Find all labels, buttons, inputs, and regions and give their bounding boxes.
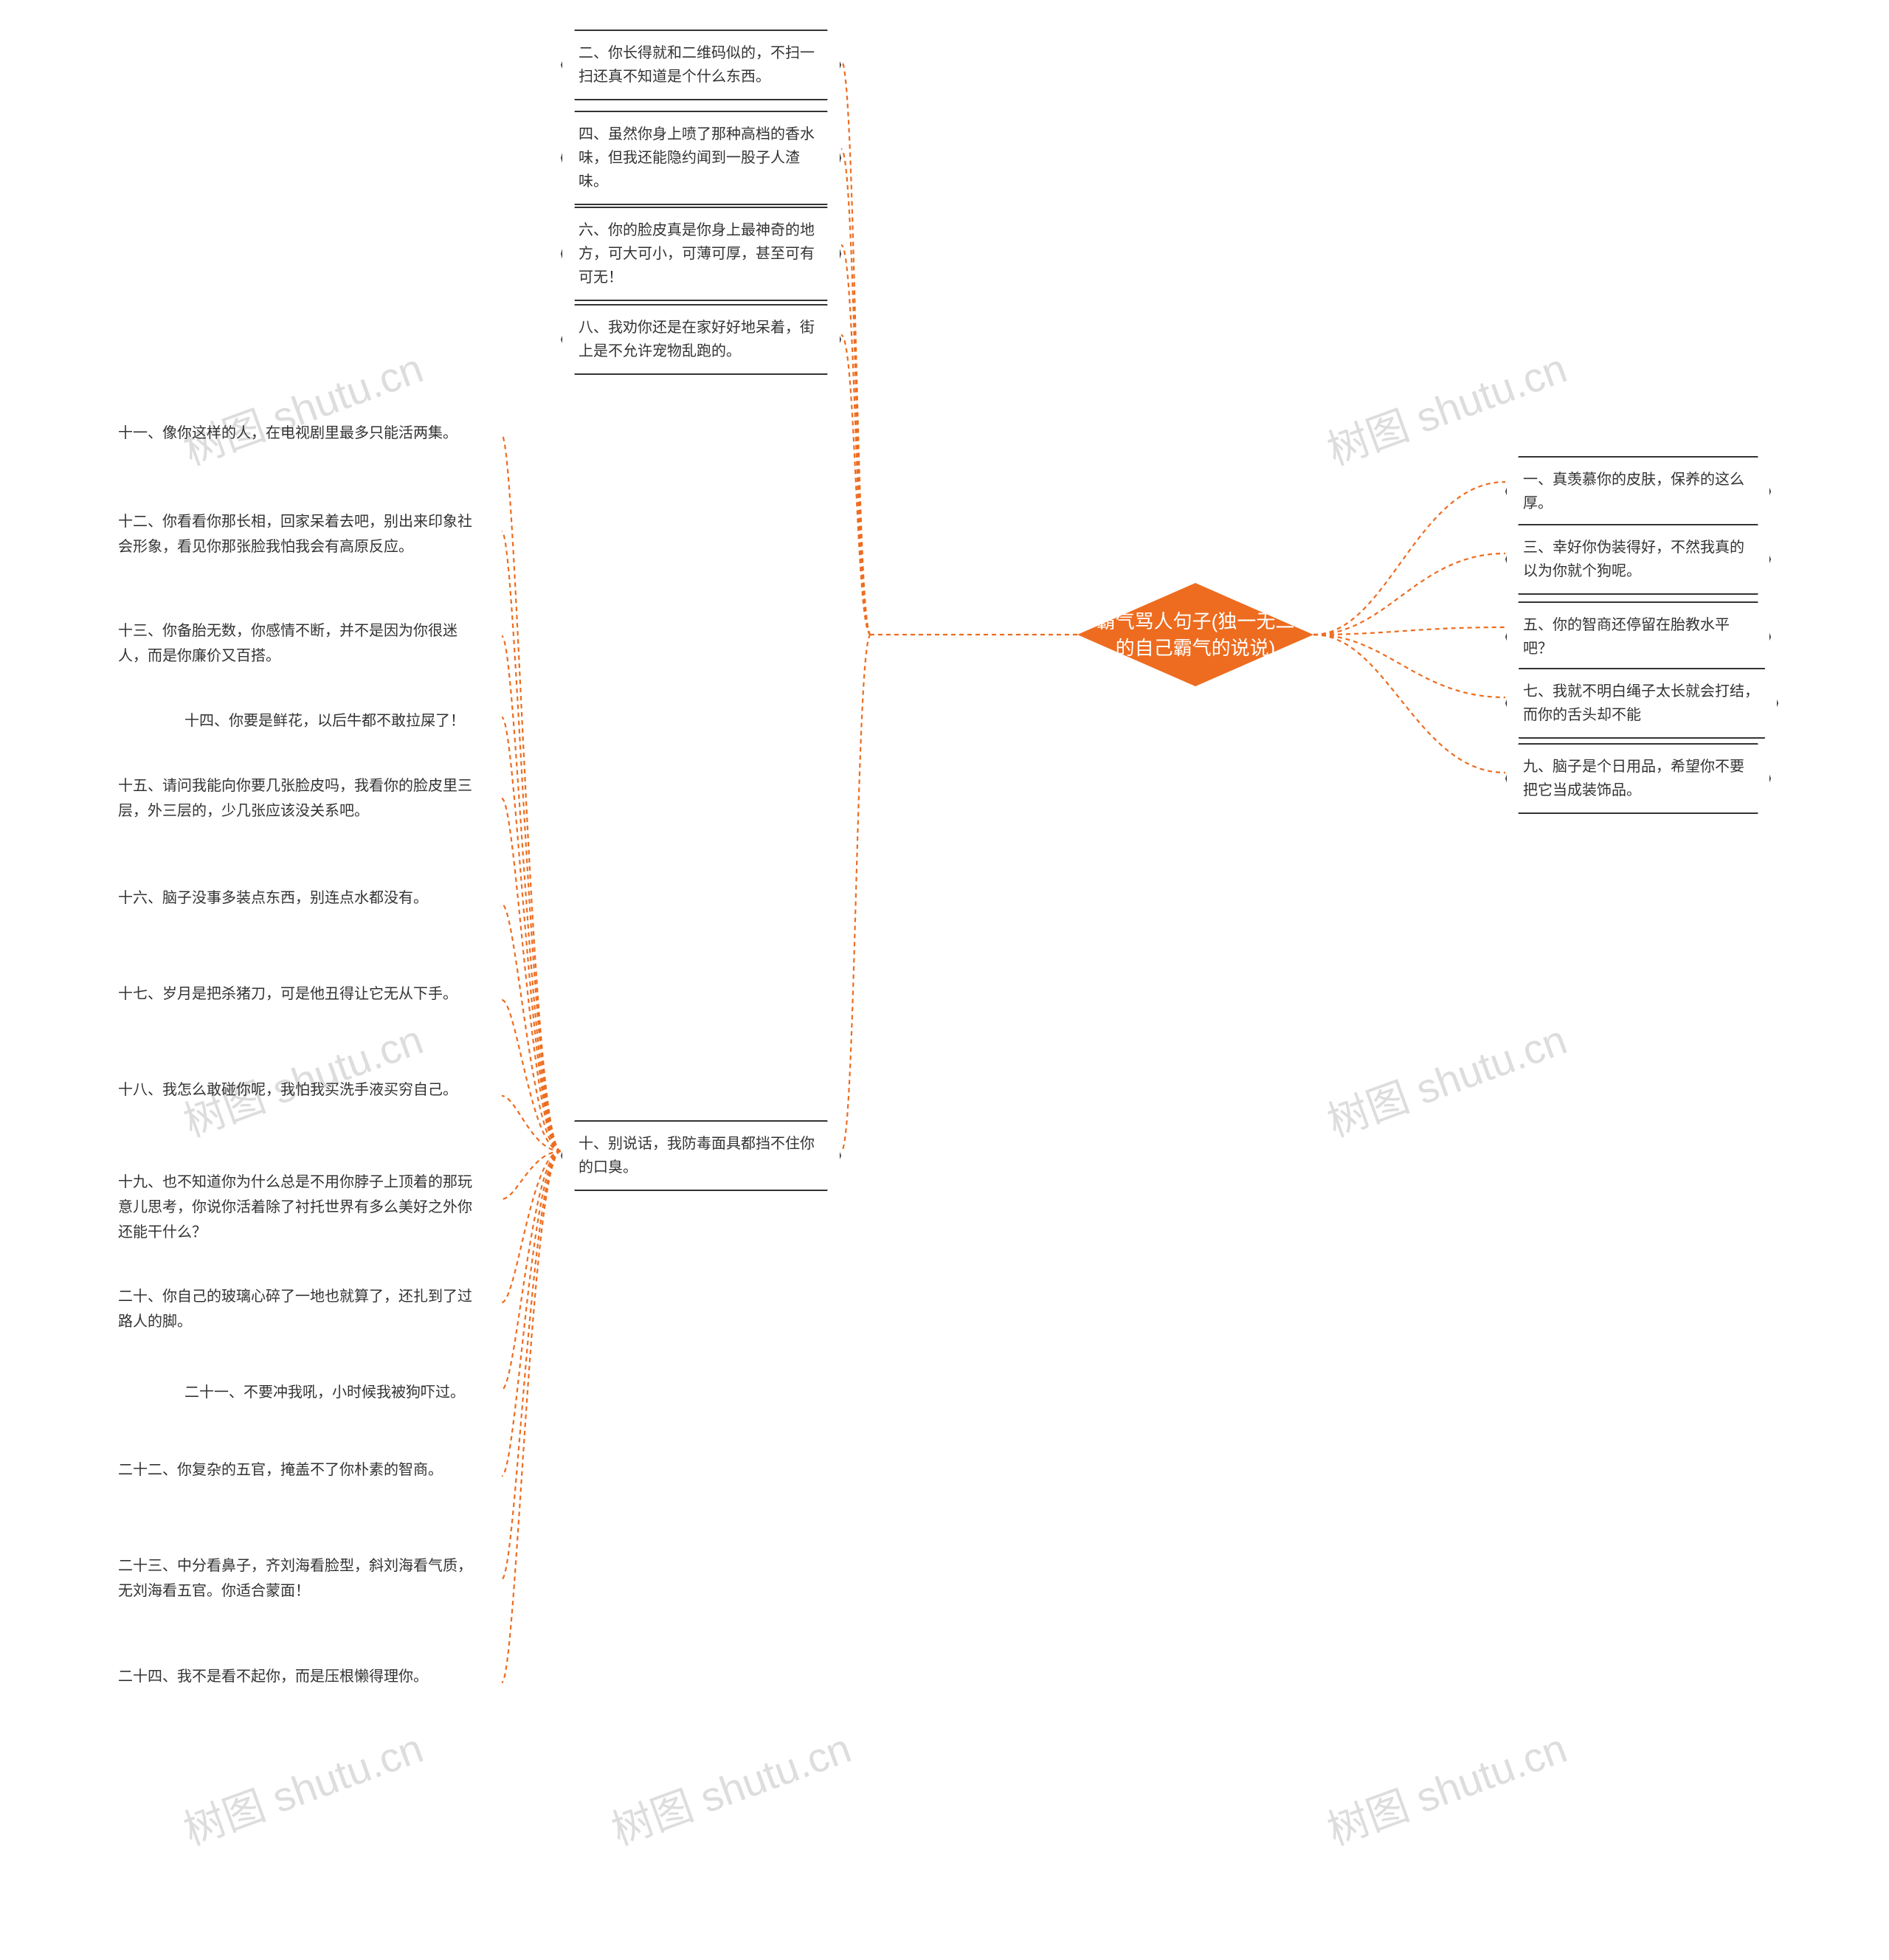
left-node-18[interactable]: 十八、我怎么敢碰你呢，我怕我买洗手液买穷自己。 (118, 1077, 472, 1102)
left-node-22[interactable]: 二十二、你复杂的五官，掩盖不了你朴素的智商。 (118, 1457, 472, 1483)
right-node-5[interactable]: 五、你的智商还停留在胎教水平吧？ (1505, 601, 1771, 672)
watermark: 树图 shutu.cn (602, 1715, 858, 1857)
node-label: 一、真羡慕你的皮肤，保养的这么厚。 (1523, 468, 1753, 515)
top-node-4[interactable]: 四、虽然你身上喷了那种高档的香水味，但我还能隐约闻到一股子人渣味。 (561, 111, 841, 205)
node-label: 九、脑子是个日用品，希望你不要把它当成装饰品。 (1523, 755, 1753, 802)
node-label: 十、别说话，我防毒面具都挡不住你的口臭。 (579, 1132, 823, 1179)
center-node[interactable]: 霸气骂人句子(独一无二的自己霸气的说说) (1077, 583, 1313, 686)
left-node-13[interactable]: 十三、你备胎无数，你感情不断，并不是因为你很迷人，而是你廉价又百搭。 (118, 618, 472, 669)
right-node-7[interactable]: 七、我就不明白绳子太长就会打结，而你的舌头却不能 (1505, 668, 1778, 739)
right-node-9[interactable]: 九、脑子是个日用品，希望你不要把它当成装饰品。 (1505, 743, 1771, 814)
left-node-23[interactable]: 二十三、中分看鼻子，齐刘海看脸型，斜刘海看气质，无刘海看五官。你适合蒙面！ (118, 1553, 472, 1604)
left-node-19[interactable]: 十九、也不知道你为什么总是不用你脖子上顶着的那玩意儿思考，你说你活着除了衬托世界… (118, 1170, 480, 1245)
left-node-14[interactable]: 十四、你要是鲜花，以后牛都不敢拉屎了！ (184, 708, 509, 734)
left-node-12[interactable]: 十二、你看看你那长相，回家呆着去吧，别出来印象社会形象，看见你那张脸我怕我会有高… (118, 509, 472, 559)
right-node-3[interactable]: 三、幸好你伪装得好，不然我真的以为你就个狗呢。 (1505, 524, 1771, 595)
watermark: 树图 shutu.cn (174, 335, 430, 477)
left-node-11[interactable]: 十一、像你这样的人，在电视剧里最多只能活两集。 (118, 421, 457, 446)
watermark: 树图 shutu.cn (1318, 1715, 1574, 1857)
top-node-8[interactable]: 八、我劝你还是在家好好地呆着，街上是不允许宠物乱跑的。 (561, 304, 841, 375)
node-label: 三、幸好你伪装得好，不然我真的以为你就个狗呢。 (1523, 536, 1753, 583)
left-node-15[interactable]: 十五、请问我能向你要几张脸皮吗，我看你的脸皮里三层，外三层的，少几张应该没关系吧… (118, 773, 472, 824)
node-label: 二、你长得就和二维码似的，不扫一扫还真不知道是个什么东西。 (579, 41, 823, 89)
top-node-2[interactable]: 二、你长得就和二维码似的，不扫一扫还真不知道是个什么东西。 (561, 30, 841, 100)
left-node-17[interactable]: 十七、岁月是把杀猪刀，可是他丑得让它无从下手。 (118, 981, 472, 1007)
watermark: 树图 shutu.cn (1318, 335, 1574, 477)
node-label: 六、你的脸皮真是你身上最神奇的地方，可大可小，可薄可厚，甚至可有可无！ (579, 218, 823, 289)
mid-node-10[interactable]: 十、别说话，我防毒面具都挡不住你的口臭。 (561, 1120, 841, 1191)
node-label: 四、虽然你身上喷了那种高档的香水味，但我还能隐约闻到一股子人渣味。 (579, 122, 823, 193)
left-node-21[interactable]: 二十一、不要冲我吼，小时候我被狗吓过。 (184, 1380, 509, 1405)
node-label: 八、我劝你还是在家好好地呆着，街上是不允许宠物乱跑的。 (579, 316, 823, 363)
watermark: 树图 shutu.cn (174, 1715, 430, 1857)
node-label: 七、我就不明白绳子太长就会打结，而你的舌头却不能 (1523, 680, 1761, 727)
center-node-label: 霸气骂人句子(独一无二的自己霸气的说说) (1092, 608, 1299, 662)
right-node-1[interactable]: 一、真羡慕你的皮肤，保养的这么厚。 (1505, 456, 1771, 527)
top-node-6[interactable]: 六、你的脸皮真是你身上最神奇的地方，可大可小，可薄可厚，甚至可有可无！ (561, 207, 841, 301)
left-node-16[interactable]: 十六、脑子没事多装点东西，别连点水都没有。 (118, 886, 465, 911)
node-label: 五、你的智商还停留在胎教水平吧？ (1523, 613, 1753, 660)
watermark: 树图 shutu.cn (1318, 1007, 1574, 1148)
left-node-24[interactable]: 二十四、我不是看不起你，而是压根懒得理你。 (118, 1664, 472, 1689)
left-node-20[interactable]: 二十、你自己的玻璃心碎了一地也就算了，还扎到了过路人的脚。 (118, 1284, 472, 1334)
